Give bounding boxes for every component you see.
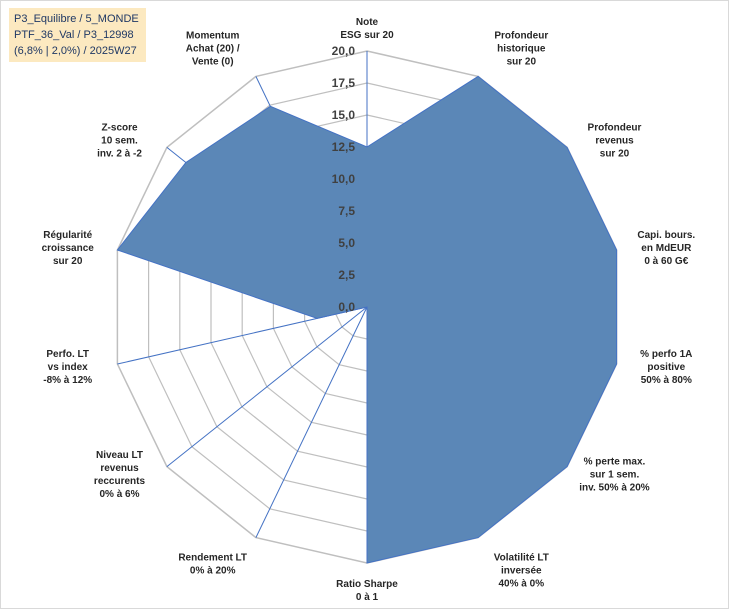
axis-label-line: 0% à 6% [99, 489, 139, 500]
axis-label-line: croissance [42, 243, 95, 254]
axis-label-12: Z-score 10 sem. inv. 2 à -2 [97, 122, 142, 159]
axis-label-line: reccurents [94, 476, 146, 487]
axis-label-line: sur 1 sem. [590, 470, 640, 481]
axis-label-0: Note ESG sur 20 [340, 17, 394, 41]
axis-label-8: Rendement LT 0% à 20% [178, 553, 247, 577]
info-line-3: (6,8% | 2,0%) / 2025W27 [14, 45, 137, 57]
axis-label-line: Volatilité LT [494, 553, 549, 564]
series-layer [116, 75, 618, 564]
info-line-2: PTF_36_Val / P3_12998 [14, 29, 134, 41]
tick-label-1: 2,5 [338, 268, 355, 282]
info-line-1: P3_Equilibre / 5_MONDE [14, 13, 139, 25]
axis-label-line: Ratio Sharpe [336, 579, 398, 590]
axis-label-11: Régularité croissance sur 20 [42, 230, 95, 267]
axis-label-line: Niveau LT [96, 450, 143, 461]
tick-label-2: 5,0 [338, 236, 355, 250]
tick-label-6: 15,0 [332, 108, 356, 122]
axis-label-line: inv. 2 à -2 [97, 148, 142, 159]
axis-label-line: Z-score [101, 122, 138, 133]
axis-label-layer: Note ESG sur 20 Profondeur historique sur 20… [42, 17, 696, 603]
axis-label-10: Perfo. LT vs index -8% à 12% [43, 349, 92, 386]
tick-label-7: 17,5 [332, 76, 356, 90]
axis-label-line: vs index [48, 362, 88, 373]
axis-label-line: 40% à 0% [499, 579, 545, 590]
axis-label-line: % perfo 1A [640, 349, 692, 360]
axis-label-line: 50% à 80% [641, 375, 692, 386]
axis-label-line: revenus [595, 135, 634, 146]
axis-label-line: Vente (0) [192, 57, 234, 68]
axis-label-line: 0% à 20% [190, 566, 236, 577]
axis-label-line: % perte max. [584, 457, 646, 468]
tick-label-4: 10,0 [332, 172, 356, 186]
axis-label-line: Régularité [43, 230, 92, 241]
tick-label-0: 0,0 [338, 300, 355, 314]
tick-label-8: 20,0 [332, 44, 356, 58]
axis-label-4: % perfo 1A positive 50% à 80% [640, 349, 692, 386]
axis-label-1: Profondeur historique sur 20 [494, 31, 548, 68]
axis-label-line: 0 à 1 [356, 592, 379, 603]
axis-label-line: sur 20 [53, 256, 83, 267]
axis-label-6: Volatilité LT inversée 40% à 0% [494, 553, 549, 590]
axis-label-line: inv. 50% à 20% [579, 483, 650, 494]
axis-label-2: Profondeur revenus sur 20 [588, 122, 642, 159]
axis-label-line: sur 20 [600, 148, 630, 159]
axis-label-line: Achat (20) / [186, 44, 240, 55]
axis-label-line: Rendement LT [178, 553, 247, 564]
axis-label-line: Note [356, 17, 379, 28]
axis-label-13: Momentum Achat (20) / Vente (0) [186, 31, 240, 68]
axis-label-line: Profondeur [588, 122, 642, 133]
tick-layer: 0,0 2,5 5,0 7,5 10,0 12,5 15,0 17,5 20,0 [332, 44, 356, 314]
axis-label-line: historique [497, 44, 546, 55]
axis-label-3: Capi. bours. en MdEUR 0 à 60 G€ [637, 230, 695, 267]
series-area [116, 75, 618, 564]
axis-label-line: 10 sem. [101, 135, 138, 146]
axis-label-line: inversée [501, 566, 542, 577]
axis-label-line: Capi. bours. [637, 230, 695, 241]
axis-label-line: Perfo. LT [46, 349, 89, 360]
axis-label-line: revenus [100, 463, 139, 474]
axis-label-line: Momentum [186, 31, 239, 42]
spoke-9 [166, 306, 368, 467]
tick-label-3: 7,5 [338, 204, 355, 218]
tick-label-5: 12,5 [332, 140, 356, 154]
axis-label-line: ESG sur 20 [340, 30, 394, 41]
axis-label-5: % perte max. sur 1 sem. inv. 50% à 20% [579, 457, 650, 494]
portfolio-info-box: P3_Equilibre / 5_MONDE PTF_36_Val / P3_1… [9, 8, 146, 62]
axis-label-9: Niveau LT revenus reccurents 0% à 6% [94, 450, 146, 500]
axis-label-line: Profondeur [494, 31, 548, 42]
axis-label-line: 0 à 60 G€ [644, 256, 688, 267]
spoke-8 [255, 306, 368, 538]
axis-label-line: positive [647, 362, 685, 373]
axis-label-7: Ratio Sharpe 0 à 1 [336, 579, 398, 603]
axis-label-line: -8% à 12% [43, 375, 92, 386]
axis-label-line: en MdEUR [641, 243, 692, 254]
axis-label-line: sur 20 [507, 57, 537, 68]
